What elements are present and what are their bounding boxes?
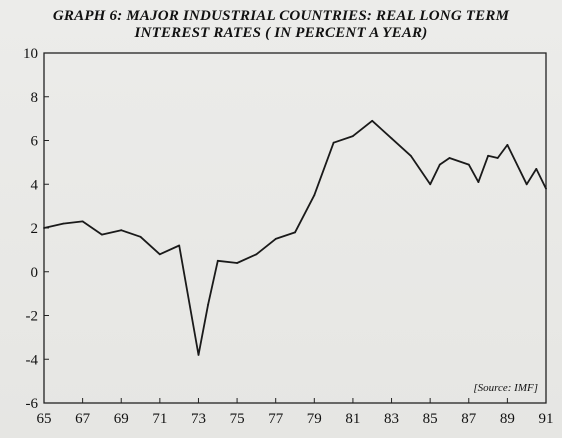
series-layer	[43, 119, 547, 356]
data-point	[525, 183, 528, 186]
data-point	[207, 303, 210, 306]
y-tick-label: -6	[26, 396, 39, 412]
data-point	[390, 137, 393, 140]
data-point	[352, 135, 354, 138]
data-point	[139, 235, 142, 238]
data-point	[236, 262, 239, 264]
x-tick-label: 85	[423, 411, 438, 427]
y-tick-label: 4	[31, 177, 39, 193]
chart-subtitle: INTEREST RATES ( IN PERCENT A YEAR)	[134, 25, 428, 41]
x-tick-label: 65	[37, 411, 52, 427]
data-point	[158, 253, 161, 256]
data-point	[487, 154, 489, 157]
data-point	[43, 227, 45, 229]
series-line	[43, 119, 547, 356]
x-tick-label: 81	[345, 411, 360, 427]
data-point	[438, 163, 441, 166]
x-axis-ticks: 65 67 69 71 73 75 77 79 81 83 85 87 89 91	[37, 398, 554, 427]
data-point	[506, 144, 509, 146]
data-point	[255, 253, 258, 256]
y-tick-label: 0	[31, 265, 39, 281]
y-tick-label: 8	[31, 90, 39, 106]
data-point	[313, 194, 316, 197]
source-note: [Source: IMF]	[473, 382, 538, 394]
y-tick-label: 6	[31, 134, 39, 150]
y-tick-label: 10	[23, 46, 38, 62]
x-tick-label: 73	[191, 411, 206, 427]
data-point	[429, 183, 432, 186]
y-axis-ticks: 10 8 6 4 2 0 -2 -4 -6	[23, 46, 49, 412]
data-point	[81, 220, 84, 223]
y-tick-label: 2	[31, 221, 39, 237]
data-point	[371, 119, 374, 122]
data-point	[545, 187, 547, 190]
data-point	[274, 238, 277, 240]
data-point	[101, 233, 103, 236]
chart-axes	[43, 52, 547, 404]
data-point	[409, 154, 412, 157]
x-tick-label: 75	[230, 411, 245, 427]
data-point	[62, 222, 65, 225]
x-tick-label: 83	[384, 411, 399, 427]
x-tick-label: 91	[539, 411, 554, 427]
data-point	[332, 141, 335, 144]
data-point	[535, 168, 538, 170]
plot-frame	[43, 52, 547, 404]
data-point	[120, 229, 123, 232]
data-point	[448, 157, 451, 159]
data-point	[294, 231, 296, 234]
x-tick-label: 69	[114, 411, 129, 427]
data-point	[496, 157, 499, 159]
x-tick-label: 71	[152, 411, 167, 427]
y-tick-label: -4	[26, 352, 39, 368]
y-tick-label: -2	[26, 309, 39, 325]
x-tick-label: 77	[268, 411, 284, 427]
data-point	[467, 163, 470, 166]
x-tick-label: 87	[461, 411, 477, 427]
x-tick-label: 67	[75, 411, 91, 427]
x-tick-label: 79	[307, 411, 322, 427]
data-point	[477, 181, 480, 184]
data-point	[216, 259, 219, 262]
data-point	[197, 354, 200, 356]
x-tick-label: 89	[500, 411, 515, 427]
data-point	[178, 244, 181, 247]
chart-title: GRAPH 6: MAJOR INDUSTRIAL COUNTRIES: REA…	[52, 8, 510, 24]
